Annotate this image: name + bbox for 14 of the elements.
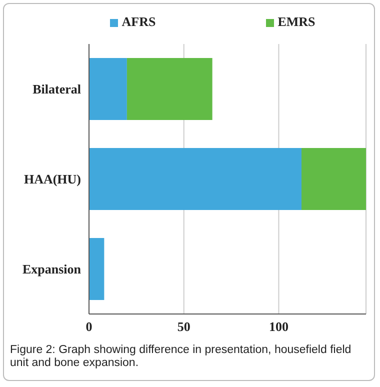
bar (89, 58, 127, 120)
x-tick-label: 50 (177, 319, 190, 334)
y-tick-label: Bilateral (32, 82, 82, 97)
bar (301, 148, 366, 210)
bar (89, 148, 302, 210)
caption: Figure 2: Graph showing difference in presentation, housefield field unit and bone expansion. (9, 344, 352, 370)
x-tick-label: 0 (86, 319, 92, 334)
legend-label: EMRS (278, 14, 316, 29)
bar (126, 58, 212, 120)
legend-label: AFRS (122, 14, 156, 29)
x-tick-label: 100 (268, 319, 288, 334)
y-tick-label: Expansion (22, 262, 82, 277)
y-tick-label: HAA(HU) (24, 172, 81, 187)
bar (89, 238, 104, 300)
